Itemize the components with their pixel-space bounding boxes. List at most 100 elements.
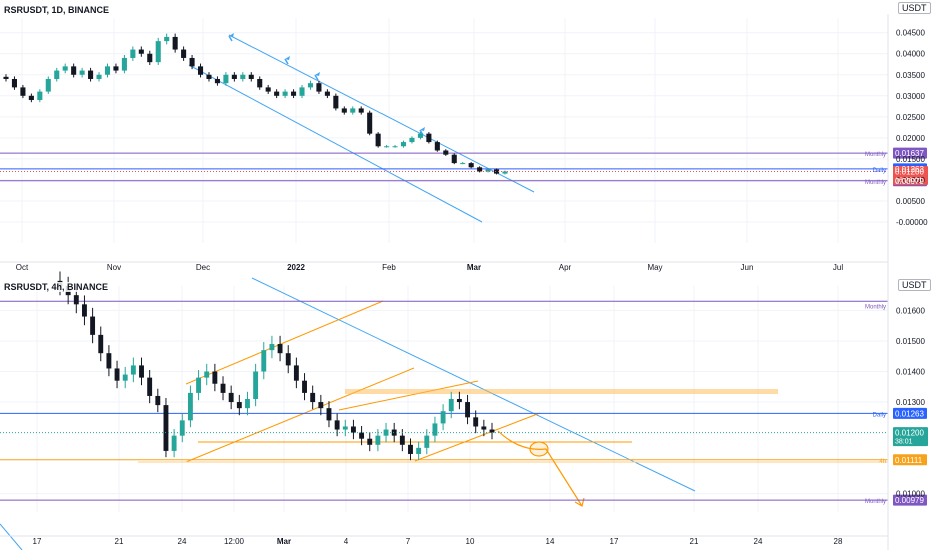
candle — [163, 398, 169, 458]
candle-body — [90, 316, 96, 335]
supply-zone — [345, 389, 778, 394]
candle — [206, 72, 212, 82]
candle — [139, 357, 144, 386]
candle-body — [350, 108, 356, 113]
level-badge-bg — [893, 454, 927, 466]
candle-body — [11, 78, 17, 88]
candle — [358, 106, 364, 115]
candle-body — [214, 78, 220, 84]
candle-body — [122, 374, 128, 381]
candle-body — [189, 57, 195, 67]
candle-body — [485, 169, 491, 172]
candle-body — [291, 91, 297, 96]
candle — [375, 132, 381, 148]
candle-body — [473, 417, 479, 427]
candle — [236, 394, 242, 416]
candle — [220, 376, 226, 401]
candle — [274, 89, 280, 99]
candle — [443, 149, 449, 156]
candle — [383, 422, 389, 443]
candles — [57, 271, 495, 461]
candle — [37, 89, 43, 103]
candle-body — [342, 426, 348, 430]
x-tick-label: 21 — [115, 537, 124, 546]
candle — [212, 363, 218, 392]
candle — [106, 345, 112, 377]
candle — [350, 106, 356, 115]
candle-body — [375, 435, 381, 445]
candle — [155, 388, 161, 413]
x-tick-label: Dec — [196, 263, 210, 272]
candle — [88, 67, 94, 82]
candle-body — [228, 392, 234, 403]
candle — [318, 394, 324, 416]
level-badge-bg — [893, 494, 927, 506]
candle-body — [257, 78, 263, 88]
candle-body — [277, 344, 283, 354]
marker-flag — [315, 72, 320, 76]
candle — [261, 342, 267, 380]
candle-body — [171, 435, 177, 451]
candle-body — [302, 380, 307, 393]
bottom-chart-title: RSRUSDT, 4h, BINANCE — [4, 282, 109, 292]
candle-body — [468, 163, 474, 168]
y-tick-label: 0.03000 — [896, 92, 925, 101]
pane-0 — [0, 14, 928, 282]
candle-body — [253, 371, 259, 399]
candle-body — [231, 74, 237, 79]
projected-move-path — [497, 430, 583, 507]
candle — [426, 132, 432, 144]
candle-body — [104, 66, 111, 75]
candle-body — [130, 49, 136, 58]
candle — [240, 72, 246, 82]
level-value: 0.01263 — [895, 165, 924, 174]
x-tick-label: 28 — [834, 537, 843, 546]
candle — [391, 422, 397, 443]
marker-stem — [314, 74, 319, 81]
candle-body — [106, 353, 112, 369]
level-badge-bg — [893, 407, 927, 419]
level-value: 0.00979 — [895, 496, 924, 505]
candle — [367, 432, 373, 452]
candle-body — [426, 133, 432, 143]
candle-body — [220, 383, 226, 393]
candle — [54, 67, 60, 82]
channel-upper-line — [228, 34, 535, 193]
candle — [257, 76, 263, 90]
x-tick-label: 17 — [610, 537, 619, 546]
last-price-countdown: 38:01 — [895, 439, 913, 446]
level-tag: Monthly — [865, 304, 886, 310]
candle-body — [391, 429, 397, 436]
x-tick-label: Oct — [16, 263, 29, 272]
candle — [82, 295, 87, 326]
x-tick-label: 14 — [546, 537, 555, 546]
candle-body — [383, 429, 389, 436]
candle-body — [341, 108, 347, 113]
channel-touch-marker — [314, 72, 320, 81]
x-tick-label: Mar — [467, 263, 481, 272]
x-tick-label: Feb — [382, 263, 396, 272]
x-tick-label: Mar — [277, 537, 291, 546]
level-badge — [893, 407, 927, 419]
candle — [494, 168, 500, 175]
candle — [424, 429, 430, 455]
candle-body — [293, 365, 299, 381]
candle-body — [248, 74, 254, 79]
candle — [326, 401, 332, 428]
candle — [408, 438, 413, 461]
orange-channel2-upper — [338, 380, 479, 411]
candle-body — [155, 41, 161, 63]
candle — [253, 363, 259, 407]
candle — [485, 168, 491, 173]
candle — [456, 391, 462, 410]
candle-body — [333, 95, 339, 109]
marker-flag — [420, 127, 425, 131]
candle — [189, 55, 195, 70]
candle-body — [155, 395, 161, 406]
candle — [416, 441, 422, 461]
candle-body — [79, 70, 85, 75]
x-tick-label: Jul — [833, 263, 843, 272]
candle-body — [443, 150, 449, 155]
